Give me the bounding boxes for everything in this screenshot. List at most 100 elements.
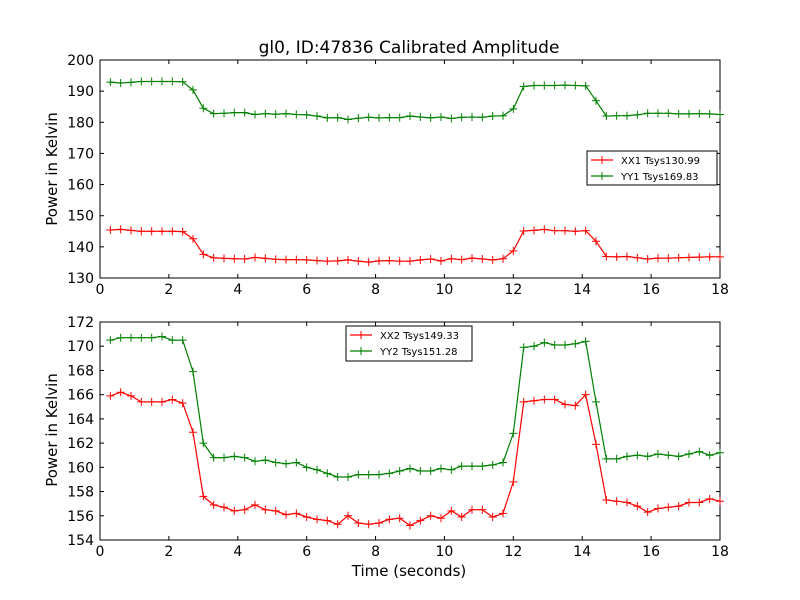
bottom-data-point [664,451,673,460]
top-data-point [488,112,497,121]
bottom-y-tick-label: 162 [67,436,94,452]
top-data-point [519,82,528,91]
top-data-point [395,113,404,122]
top-data-point [137,227,146,236]
top-data-point [292,255,301,264]
top-x-tick-label: 16 [642,282,660,298]
bottom-data-point [664,503,673,512]
bottom-data-point [199,439,208,448]
top-data-point [189,234,197,243]
bottom-data-point [127,391,135,400]
bottom-data-point [540,395,549,404]
top-data-point [437,256,445,265]
top-data-point [685,109,693,118]
top-data-point [695,109,704,118]
bottom-data-point [178,399,187,408]
bottom-legend-entry: YY2 Tsys151.28 [379,347,458,358]
bottom-data-point [323,469,332,478]
bottom-data-point [364,470,373,479]
bottom-data-point [416,466,425,475]
top-data-point [571,81,580,90]
bottom-data-point [550,395,559,404]
top-data-point [509,104,518,113]
bottom-data-point [364,520,373,529]
bottom-data-point [509,477,518,486]
top-data-point [623,111,631,120]
top-data-point [499,254,507,263]
top-data-point [540,225,549,234]
top-data-point [302,110,311,119]
top-data-point [240,108,249,117]
bottom-x-tick-label: 6 [302,544,311,560]
top-data-point [478,255,487,264]
bottom-data-point [333,520,342,529]
bottom-y-tick-label: 154 [67,533,94,549]
top-data-point [664,109,673,118]
bottom-data-point [385,515,394,524]
bottom-data-point [333,473,342,482]
top-data-point [550,226,559,235]
bottom-data-point [240,453,249,462]
bottom-data-point [602,496,611,505]
bottom-data-point [406,521,414,530]
top-legend-marker [598,172,606,180]
top-data-point [674,109,683,118]
bottom-data-point [395,514,404,523]
bottom-data-point [447,506,456,515]
top-data-point [488,255,497,264]
top-data-point [437,112,445,121]
top-data-point [509,246,518,255]
top-data-point [251,110,259,119]
bottom-data-point [137,397,146,406]
bottom-data-point [230,506,239,515]
top-data-point [571,227,580,236]
top-data-point [292,110,301,119]
bottom-data-point [189,428,197,437]
bottom-data-point [375,470,383,479]
top-data-point [602,252,611,261]
top-data-point [147,227,156,236]
bottom-legend-marker [357,331,365,339]
top-data-point [406,257,414,266]
top-data-point [561,81,569,90]
bottom-data-point [230,452,239,461]
bottom-data-point [137,333,146,342]
bottom-x-tick-label: 8 [371,544,380,560]
top-y-tick-label: 200 [67,53,94,69]
bottom-data-point [633,502,642,511]
bottom-data-point [106,391,115,400]
bottom-data-point [116,388,125,397]
bottom-data-point [209,453,218,462]
bottom-data-point [457,462,466,471]
top-data-point [106,78,115,87]
top-data-point [654,109,662,118]
bottom-data-point [499,458,507,467]
top-data-point [592,96,600,105]
top-data-point [313,256,321,265]
top-data-point [178,77,187,86]
bottom-data-point [437,514,445,523]
top-data-point [705,252,714,261]
top-y-tick-label: 170 [67,146,94,162]
bottom-data-point [499,509,507,518]
top-data-point [561,226,569,235]
top-data-point [333,256,342,265]
top-data-point [530,81,538,90]
top-data-point [468,254,476,263]
top-data-point [664,254,673,263]
top-data-point [375,113,383,122]
bottom-data-point [674,452,683,461]
bottom-data-point [251,457,259,466]
bottom-data-point [271,458,280,467]
top-y-tick-label: 130 [67,271,94,287]
bottom-x-tick-label: 10 [436,544,454,560]
top-plot-area: 0 2 4 6 8 10 12 14 16 18 130 140 150 160 170 180 190 200 [67,53,729,298]
top-axes-frame [99,59,721,279]
bottom-data-point [282,510,290,519]
top-x-tick-label: 8 [371,282,380,298]
top-data-point [209,109,218,118]
top-x-tick-label: 6 [302,282,311,298]
top-legend: XX1 Tsys130.99 YY1 Tsys169.83 [586,150,718,186]
bottom-data-point [509,429,518,438]
bottom-data-point [612,497,621,506]
